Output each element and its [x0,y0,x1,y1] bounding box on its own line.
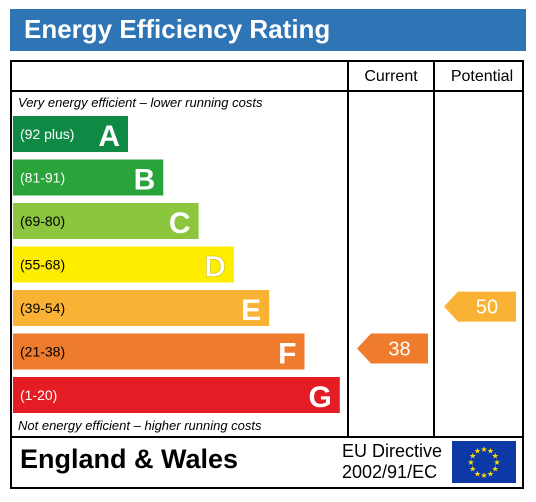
band-a: (92 plus) A [13,116,128,153]
page-title: Energy Efficiency Rating [24,14,331,44]
eu-directive-line2: 2002/91/EC [342,462,438,482]
band-e: (39-54) E [13,290,270,327]
eu-directive-line1: EU Directive [342,441,443,461]
eu-star: ★ [487,447,494,456]
band-letter: B [134,164,156,197]
band-c: (69-80) C [13,203,199,240]
eu-star: ★ [474,469,481,478]
eu-star: ★ [474,447,481,456]
column-potential-header: Potential [451,68,513,85]
band-g: (1-20) G [13,377,340,414]
current-arrow [357,333,428,364]
band-d: (55-68) D [13,246,234,284]
eu-star: ★ [493,458,500,467]
band-range-label: (21-38) [20,344,65,360]
eu-directive: EU Directive 2002/91/EC [342,441,442,483]
eu-star: ★ [480,471,487,480]
eu-star: ★ [492,465,499,474]
eu-star: ★ [469,452,476,461]
rating-markers: 38 50 [357,291,516,364]
band-bar [13,377,340,413]
bottom-note: Not energy efficient – higher running co… [18,418,262,433]
band-b: (81-91) B [13,159,164,197]
band-range-label: (1-20) [20,387,57,403]
footer-region: England & Wales [20,444,239,474]
band-f: (21-38) F [13,333,305,371]
eu-star: ★ [467,458,474,467]
current-value: 38 [388,339,410,361]
band-range-label: (92 plus) [20,126,74,142]
band-range-label: (81-91) [20,170,65,186]
band-letter: F [278,338,296,371]
band-bar [13,290,270,326]
eu-star: ★ [492,452,499,461]
eu-flag-icon: ★ ★ ★ ★ ★ ★ ★ ★ ★ ★ ★ ★ [452,441,516,483]
top-note: Very energy efficient – lower running co… [18,95,263,110]
band-bar [13,246,234,283]
header-bar: Energy Efficiency Rating [10,9,526,51]
band-range-label: (55-68) [20,257,65,273]
potential-value: 50 [476,297,498,319]
potential-rating-marker: 50 [444,291,516,322]
chart-frame [10,60,524,489]
eu-flag-stars: ★★★★★★★★★ ★ ★★ [467,445,500,480]
band-letter: C [169,207,191,240]
band-bar [13,203,199,239]
band-letter: A [98,120,120,153]
band-letter: E [241,294,261,327]
band-letter: D [204,251,226,284]
potential-arrow [444,291,516,322]
eu-star: ★ [487,469,494,478]
eu-star: ★ [469,465,476,474]
band-bar [13,116,128,152]
band-bar [13,159,164,196]
band-range-label: (39-54) [20,300,65,316]
band-range-label: (69-80) [20,213,65,229]
band-letter: G [308,381,331,414]
column-current-header: Current [364,68,418,85]
rating-bands: (92 plus) A (81-91) B (69-80) C (55-68) D (39-54… [13,116,340,414]
band-bar [13,333,305,370]
current-rating-marker: 38 [357,333,428,364]
eu-star: ★ [480,445,487,454]
